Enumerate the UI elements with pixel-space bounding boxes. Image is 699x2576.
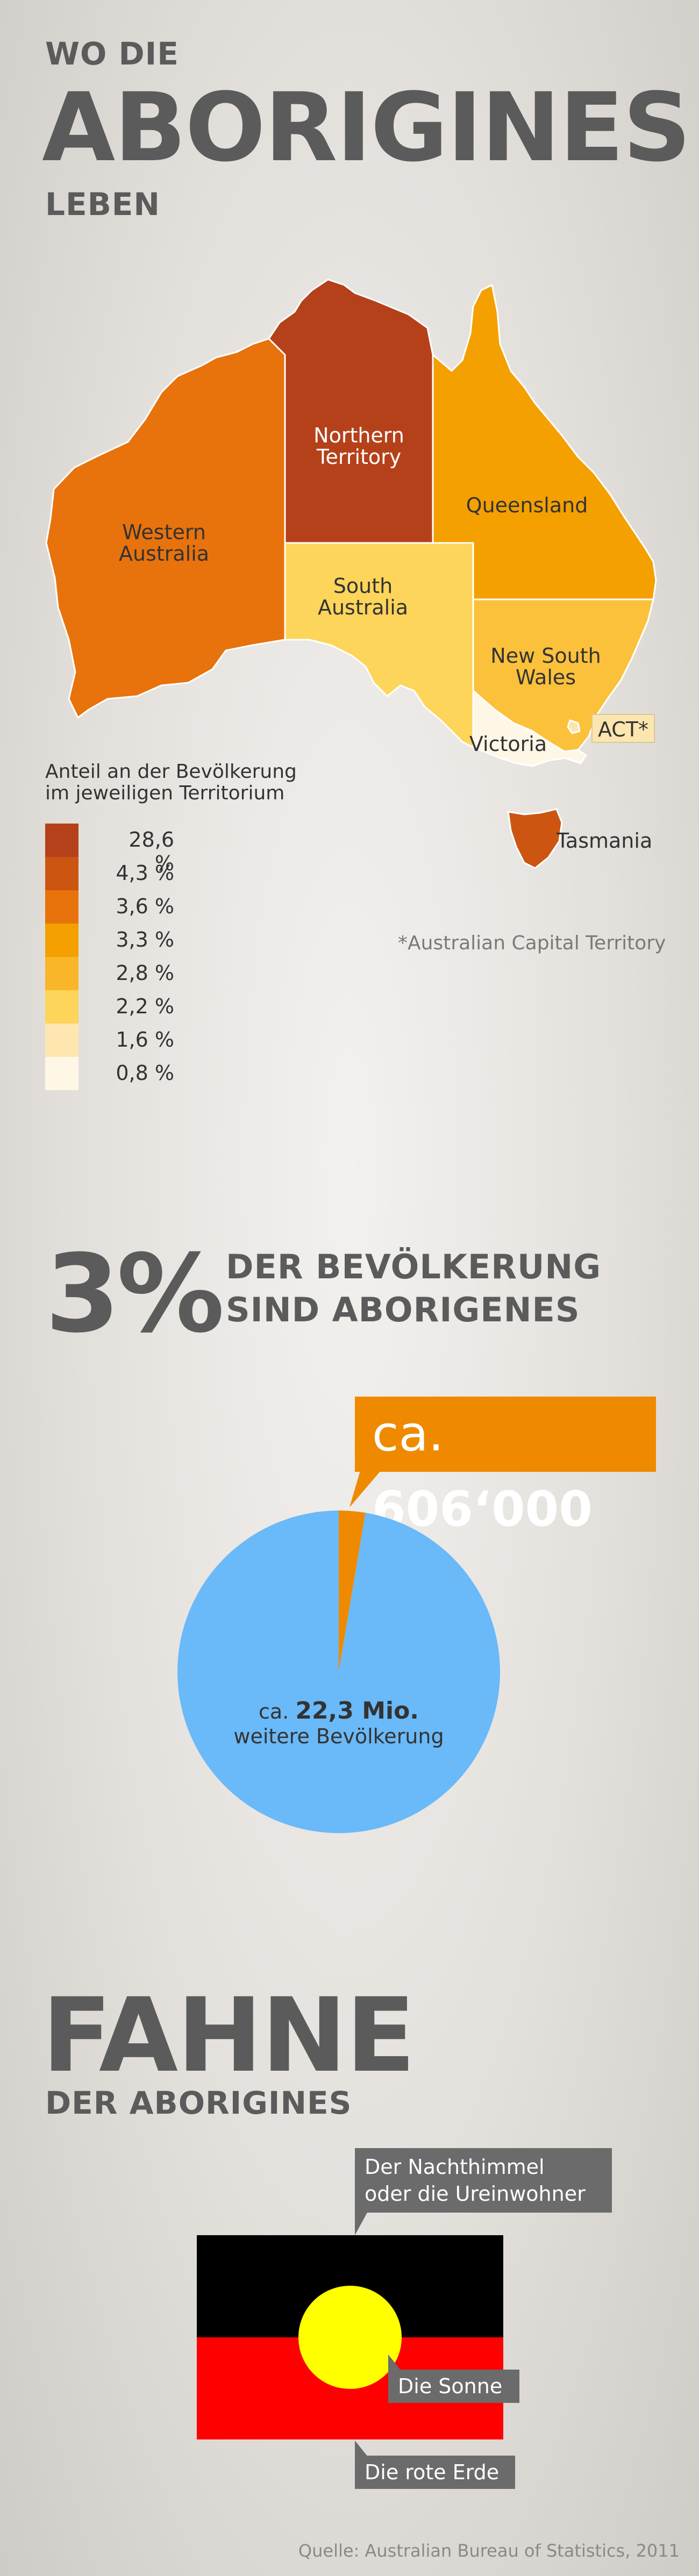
map-region-queensland xyxy=(432,284,657,600)
flag-callout-sun: Die Sonne xyxy=(388,2370,519,2403)
legend-value: 4,3 % xyxy=(116,861,174,885)
map-footnote: *Australian Capital Territory xyxy=(398,932,666,954)
callout-pointer xyxy=(350,1471,381,1507)
flag-callout-earth-pointer xyxy=(355,2441,368,2457)
legend-swatch xyxy=(45,1024,79,1057)
label-queensland: Queensland xyxy=(466,493,588,517)
flag-callout-sun-pointer xyxy=(388,2355,401,2371)
label-tasmania: Tasmania xyxy=(557,829,653,853)
flag-subheading: DER ABORIGINES xyxy=(45,2085,352,2121)
map-region-tasmania xyxy=(507,808,563,869)
title-line-3: LEBEN xyxy=(45,186,160,223)
label-northern-territory: Northern Territory xyxy=(313,424,404,469)
aboriginal-flag xyxy=(197,2235,503,2439)
population-line-2: SIND ABORIGENES xyxy=(226,1290,580,1329)
title-line-1: WO DIE xyxy=(45,35,179,72)
legend-swatch xyxy=(45,824,79,857)
legend-value: 2,8 % xyxy=(116,961,174,985)
label-south-australia: South Australia xyxy=(317,574,409,619)
pie-slice-rest xyxy=(177,1511,500,1833)
population-line-1: DER BEVÖLKERUNG xyxy=(226,1247,602,1286)
legend-title: Anteil an der Bevölkerung im jeweiligen … xyxy=(45,761,297,804)
map-region-western-australia xyxy=(45,338,286,719)
population-percent: 3% xyxy=(45,1232,225,1357)
map-region-act xyxy=(567,719,581,734)
legend-swatch xyxy=(45,957,79,990)
pie-slice-aborigines xyxy=(339,1511,366,1672)
legend-swatch xyxy=(45,857,79,890)
flag-callout-top: Der Nachthimmel oder die Ureinwohner xyxy=(355,2148,612,2213)
aborigines-callout: ca. 606‘000 xyxy=(355,1397,656,1537)
legend-swatch xyxy=(45,1057,79,1090)
source-note: Quelle: Australian Bureau of Statistics,… xyxy=(298,2541,680,2561)
legend-value: 3,3 % xyxy=(116,928,174,951)
legend-swatch xyxy=(45,990,79,1024)
page-title: ABORIGINES xyxy=(42,73,691,183)
legend-value: 0,8 % xyxy=(116,1061,174,1085)
australia-map xyxy=(45,278,657,869)
legend-value: 1,6 % xyxy=(116,1028,174,1051)
flag-heading: FAHNE xyxy=(42,1976,416,2095)
map-region-victoria xyxy=(472,690,587,767)
flag-sun xyxy=(298,2286,402,2389)
label-act: ACT* xyxy=(591,714,655,743)
legend-value: 2,2 % xyxy=(116,994,174,1018)
label-nsw: New South Wales xyxy=(490,644,601,689)
legend-swatch xyxy=(45,924,79,957)
population-pie xyxy=(177,1511,500,1833)
label-western-australia: Western Australia xyxy=(118,520,210,566)
label-victoria: Victoria xyxy=(469,732,547,756)
pie-label: ca. 22,3 Mio. weitere Bevölkerung xyxy=(233,1697,444,1749)
legend-swatch xyxy=(45,890,79,924)
flag-callout-earth: Die rote Erde xyxy=(355,2456,515,2489)
legend-value: 28,6 % xyxy=(129,828,174,875)
legend-value: 3,6 % xyxy=(116,895,174,918)
map-region-northern-territory xyxy=(268,278,434,544)
flag-callout-top-pointer xyxy=(355,2212,368,2235)
map-region-south-australia xyxy=(284,542,474,748)
